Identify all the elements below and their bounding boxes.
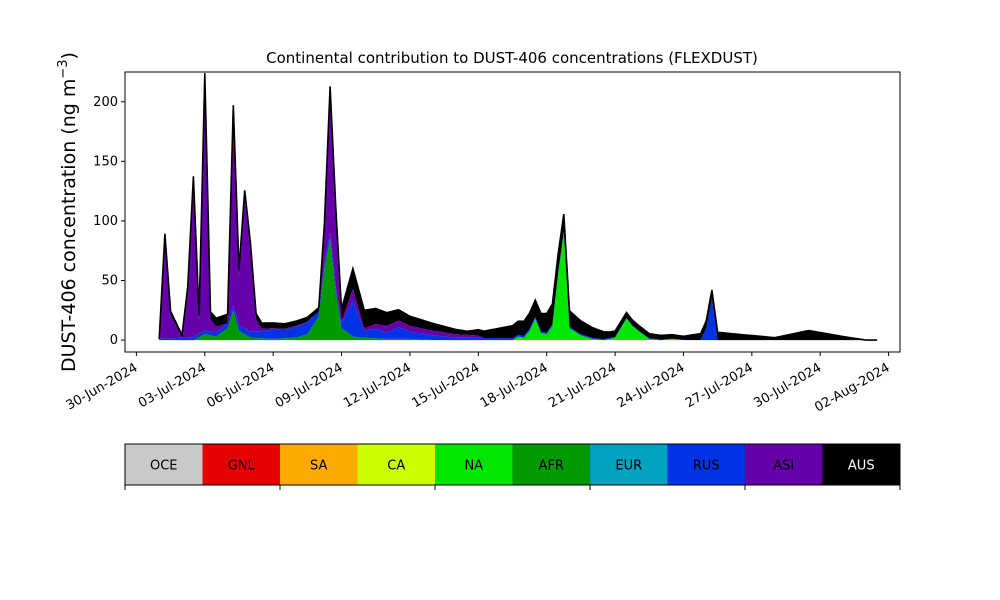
chart-title: Continental contribution to DUST-406 con… [266,49,758,67]
colorbar-cell-eur [590,444,668,485]
colorbar-cell-gnl [202,444,281,485]
colorbar-cell-rus [667,444,746,485]
x-tick-label: 21-Jul-2024 [546,360,619,411]
x-tick-label: 27-Jul-2024 [683,360,756,411]
y-tick-label: 0 [110,333,118,348]
colorbar-cell-sa [280,444,358,485]
colorbar-label-eur: EUR [615,459,642,474]
y-axis-label-prefix: DUST-406 concentration (ng m [58,79,80,372]
region-colorbar: OCE GNL SA CA NA AFR EUR RUS ASI AUS [124,443,901,490]
x-tick-label: 09-Jul-2024 [273,360,346,411]
y-axis-label-exp: −3 [56,59,71,78]
colorbar-label-rus: RUS [693,459,720,474]
colorbar-cell-ca [357,444,436,485]
colorbar-label-sa: SA [310,459,327,474]
colorbar-label-gnl: GNL [228,459,256,474]
x-tick-label: 24-Jul-2024 [615,360,688,411]
colorbar-label-oce: OCE [150,459,178,474]
plot-frame [124,71,901,353]
area-aus [159,73,878,341]
colorbar-label-aus: AUS [848,459,875,474]
y-tick-label: 200 [93,95,118,110]
colorbar-cell-aus [822,444,901,485]
x-tick-label: 18-Jul-2024 [478,360,551,411]
colorbar-label-asi: ASI [773,459,794,474]
x-tick-label: 12-Jul-2024 [341,360,414,411]
y-tick-label: 100 [93,214,118,229]
y-tick-label: 150 [93,154,118,169]
colorbar-label-ca: CA [387,459,405,474]
total-line [158,73,878,341]
y-tick-label: 50 [101,274,118,289]
colorbar-frame [124,443,901,486]
stacked-areas [159,73,878,341]
y-axis: 0 50 100 150 200 [93,95,125,348]
x-tick-label: 02-Aug-2024 [812,360,892,415]
y-axis-label-suffix: ) [58,52,80,59]
x-axis: 30-Jun-202403-Jul-202406-Jul-202409-Jul-… [64,352,893,416]
x-tick-label: 06-Jul-2024 [204,360,277,411]
colorbar-cell-asi [745,444,823,485]
colorbar-cell-na [435,444,513,485]
x-tick-label: 03-Jul-2024 [136,360,209,411]
y-axis-label: DUST-406 concentration (ng m−3) [56,52,80,372]
colorbar-label-afr: AFR [539,459,564,474]
colorbar-cell-oce [125,444,203,485]
colorbar-label-na: NA [464,459,483,474]
colorbar-cell-afr [512,444,591,485]
area-asi [159,80,878,341]
area-afr [159,232,878,341]
total-envelope [158,73,878,341]
x-tick-label: 15-Jul-2024 [409,360,482,411]
